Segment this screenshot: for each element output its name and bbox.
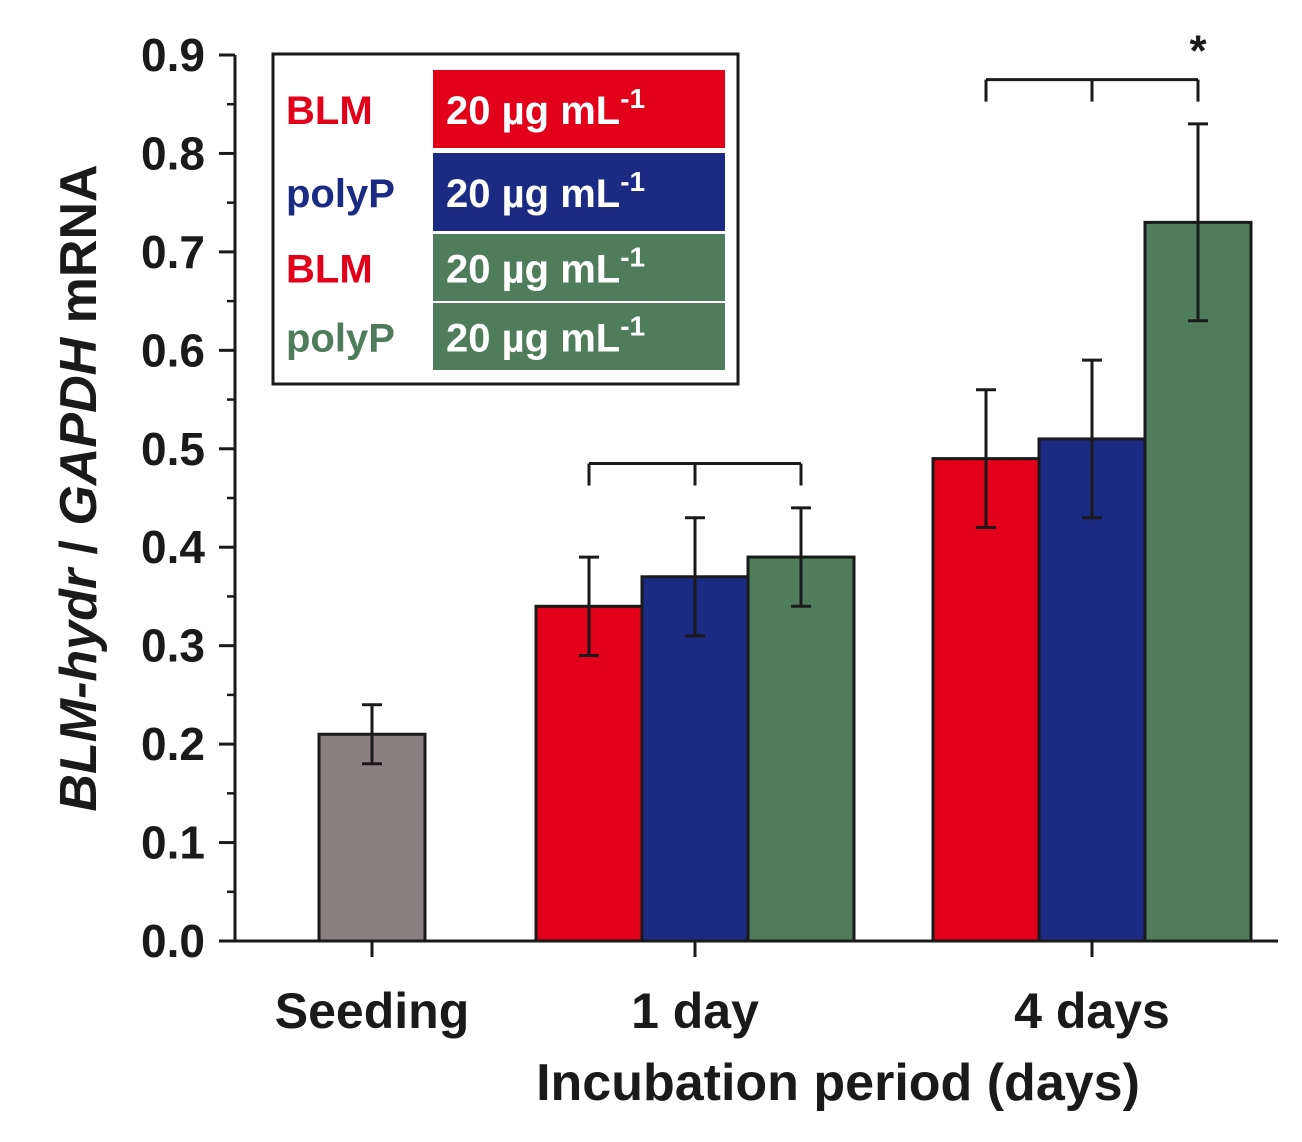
- legend-label: BLM: [286, 89, 373, 133]
- legend-dose: 20 µg mL-1: [446, 166, 645, 216]
- x-tick-label: 4 days: [1014, 983, 1170, 1039]
- y-tick-label: 0.5: [141, 423, 205, 475]
- y-tick-label: 0.8: [141, 127, 205, 179]
- y-ticks: 0.0 0.1 0.2 0.3 0.4 0.5 0.6 0.7 0.8 0.9: [141, 29, 235, 967]
- legend-dose-exponent: -1: [620, 83, 645, 114]
- bars: [317, 220, 1253, 943]
- legend-dose-value: 20 µg mL: [446, 248, 620, 292]
- legend-swatch: [433, 70, 725, 148]
- legend-dose: 20 µg mL-1: [446, 311, 645, 361]
- legend-dose-value: 20 µg mL: [446, 89, 620, 133]
- y-axis-title-ref: GAPDH: [50, 336, 108, 525]
- y-tick-label: 0.0: [141, 915, 205, 967]
- legend-dose: 20 µg mL-1: [446, 242, 645, 292]
- y-axis-title-sep: /: [50, 526, 108, 569]
- x-ticks: Seeding 1 day 4 days: [275, 941, 1170, 1039]
- y-tick-label: 0.1: [141, 817, 205, 869]
- y-tick-label: 0.7: [141, 226, 205, 278]
- significance-star: *: [1189, 27, 1207, 76]
- legend-label: polyP: [286, 317, 395, 361]
- x-tick-label: Seeding: [275, 983, 469, 1039]
- legend-dose-exponent: -1: [620, 242, 645, 273]
- y-tick-label: 0.4: [141, 521, 205, 573]
- legend-label: polyP: [286, 172, 395, 216]
- error-bars: [362, 122, 1208, 766]
- y-tick-label: 0.3: [141, 620, 205, 672]
- y-tick-label: 0.9: [141, 29, 205, 81]
- bar-1-day-blmpolyp: [746, 555, 856, 943]
- legend-swatch: [433, 303, 725, 370]
- y-axis-title-unit: mRNA: [50, 164, 108, 337]
- legend-label: BLM: [286, 248, 373, 292]
- legend-swatch: [433, 234, 725, 301]
- significance-brackets: *: [587, 27, 1207, 486]
- legend-dose-exponent: -1: [620, 311, 645, 342]
- y-axis-title: BLM-hydr / GAPDH mRNA: [50, 164, 108, 811]
- legend-dose: 20 µg mL-1: [446, 83, 645, 133]
- y-tick-label: 0.6: [141, 324, 205, 376]
- bar-4-days-blm: [931, 457, 1041, 943]
- x-tick-label: 1 day: [631, 983, 759, 1039]
- y-tick-label: 0.2: [141, 718, 205, 770]
- legend-dose-value: 20 µg mL: [446, 172, 620, 216]
- y-axis-title-gene: BLM-hydr: [50, 566, 108, 811]
- legend-dose-value: 20 µg mL: [446, 317, 620, 361]
- x-axis-title: Incubation period (days): [536, 1054, 1140, 1112]
- bar-4-days-blmpolyp: [1143, 220, 1253, 943]
- legend-swatch: [433, 153, 725, 231]
- legend-dose-exponent: -1: [620, 166, 645, 197]
